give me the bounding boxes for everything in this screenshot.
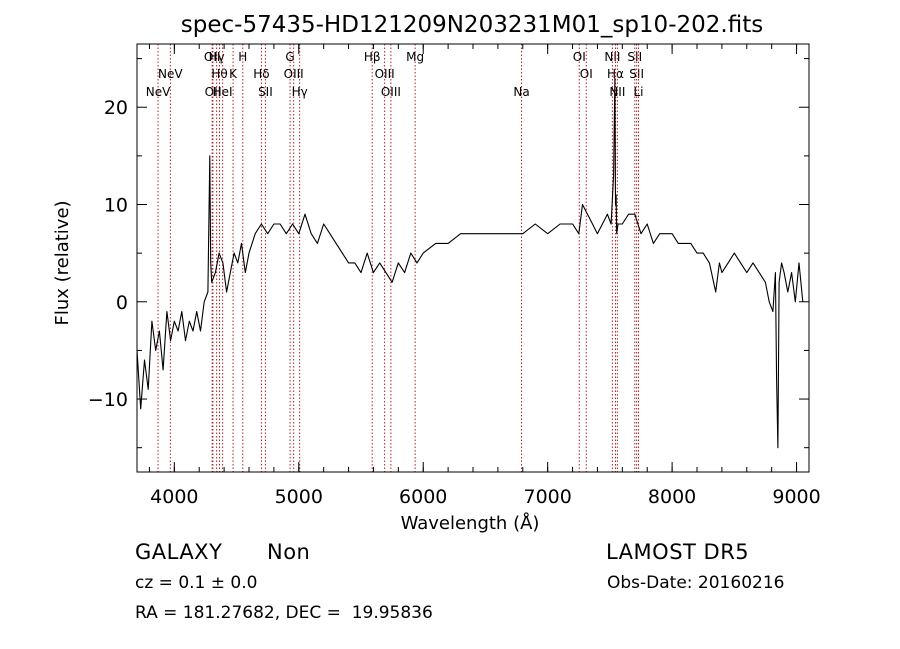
emission-line-label: Li: [633, 85, 643, 99]
x-tick-label: 4000: [150, 486, 198, 508]
x-axis-label: Wavelength (Å): [401, 512, 540, 534]
emission-line-label: OIII: [375, 67, 395, 81]
emission-line-label: Mg: [406, 50, 424, 64]
emission-line-label: OI: [580, 67, 593, 81]
emission-line-label: Hα: [607, 67, 624, 81]
y-tick-label: 0: [116, 292, 128, 314]
emission-line-label: SII: [627, 50, 642, 64]
emission-line-label: NeV: [146, 85, 171, 99]
emission-line-label: K: [229, 67, 238, 81]
emission-line-label: NII: [609, 85, 625, 99]
emission-line-label: OII: [204, 50, 221, 64]
emission-line-label: Hβ: [364, 50, 381, 64]
emission-line-label: Hγ: [292, 85, 308, 99]
chart-title: spec-57435-HD121209N203231M01_sp10-202.f…: [181, 12, 763, 38]
x-tick-label: 7000: [523, 486, 571, 508]
emission-line-label: NII: [604, 50, 620, 64]
x-tick-label: 6000: [399, 486, 447, 508]
emission-line-label: Hγ: [209, 50, 225, 64]
y-tick-label: 10: [104, 195, 128, 217]
x-tick-label: 5000: [275, 486, 323, 508]
emission-line-label: H: [238, 50, 247, 64]
emission-line-label: Hθ: [211, 67, 227, 81]
emission-line-label: Na: [513, 85, 529, 99]
emission-line-label: NeV: [158, 67, 183, 81]
emission-line-label: Hδ: [253, 67, 269, 81]
y-tick-label: −10: [88, 389, 128, 411]
spectrum-line: [136, 77, 804, 449]
y-tick-label: 20: [104, 97, 128, 119]
subclass-label: Non: [267, 540, 311, 564]
emission-line-label: OII: [205, 85, 222, 99]
plot-area: [136, 77, 804, 449]
survey-label: LAMOST DR5: [606, 540, 750, 564]
obs-date-label: Obs-Date: 20160216: [607, 573, 785, 593]
redshift-label: cz = 0.1 ± 0.0: [135, 573, 258, 593]
plot-frame: [136, 43, 810, 473]
axes: 4000 5000 6000 7000 8000 9000 −10 0 10 20: [88, 43, 821, 508]
emission-line-label: OI: [573, 50, 586, 64]
emission-line-label: SII: [629, 67, 644, 81]
emission-line-label: OIII: [381, 85, 401, 99]
coordinates-label: RA = 181.27682, DEC = 19.95836: [135, 603, 433, 623]
y-axis-label: Flux (relative): [52, 200, 73, 325]
emission-line-label: HeI: [213, 85, 233, 99]
emission-line-label: OIII: [284, 67, 304, 81]
class-label: GALAXY: [135, 540, 223, 564]
x-tick-label: 8000: [648, 486, 696, 508]
x-tick-label: 9000: [772, 486, 820, 508]
emission-line-label: G: [285, 50, 294, 64]
emission-line-label: SII: [258, 85, 273, 99]
